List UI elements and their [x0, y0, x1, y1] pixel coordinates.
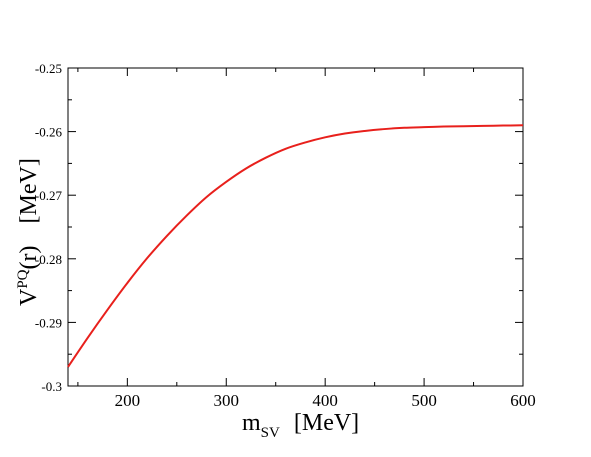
x-axis-label-sub: SV: [261, 425, 280, 441]
x-tick-label: 200: [115, 391, 141, 410]
series-layer: [67, 124, 524, 368]
y-tick-label: -0.26: [35, 125, 63, 140]
x-axis-label-unit: [MeV]: [294, 410, 359, 436]
y-axis-label: VPQ(r) [MeV]: [15, 158, 42, 306]
y-tick-label: -0.3: [41, 379, 62, 394]
series-line-0: [67, 124, 524, 368]
y-axis-ticks: -0.3 -0.29 -0.28 -0.27 -0.26 -0.25: [35, 61, 523, 394]
y-tick-label: -0.27: [35, 188, 63, 203]
x-tick-label: 600: [510, 391, 536, 410]
y-tick-label: -0.29: [35, 315, 62, 330]
x-tick-label: 300: [214, 391, 240, 410]
y-tick-label: -0.28: [35, 252, 62, 267]
plot-frame: [67, 67, 524, 387]
y-tick-label: -0.25: [35, 61, 62, 76]
y-axis-label-unit: [MeV]: [16, 158, 42, 223]
x-tick-label: 500: [411, 391, 437, 410]
x-axis-label: mSV [MeV]: [242, 410, 359, 441]
x-axis-label-main: m: [242, 410, 261, 436]
x-tick-label: 400: [312, 391, 338, 410]
y-axis-label-sup: PQ: [15, 269, 31, 288]
y-axis-label-arg: (r): [16, 245, 42, 269]
x-axis-ticks: 200 300 400 500 600: [77, 68, 536, 410]
y-axis-label-main: V: [16, 288, 42, 306]
